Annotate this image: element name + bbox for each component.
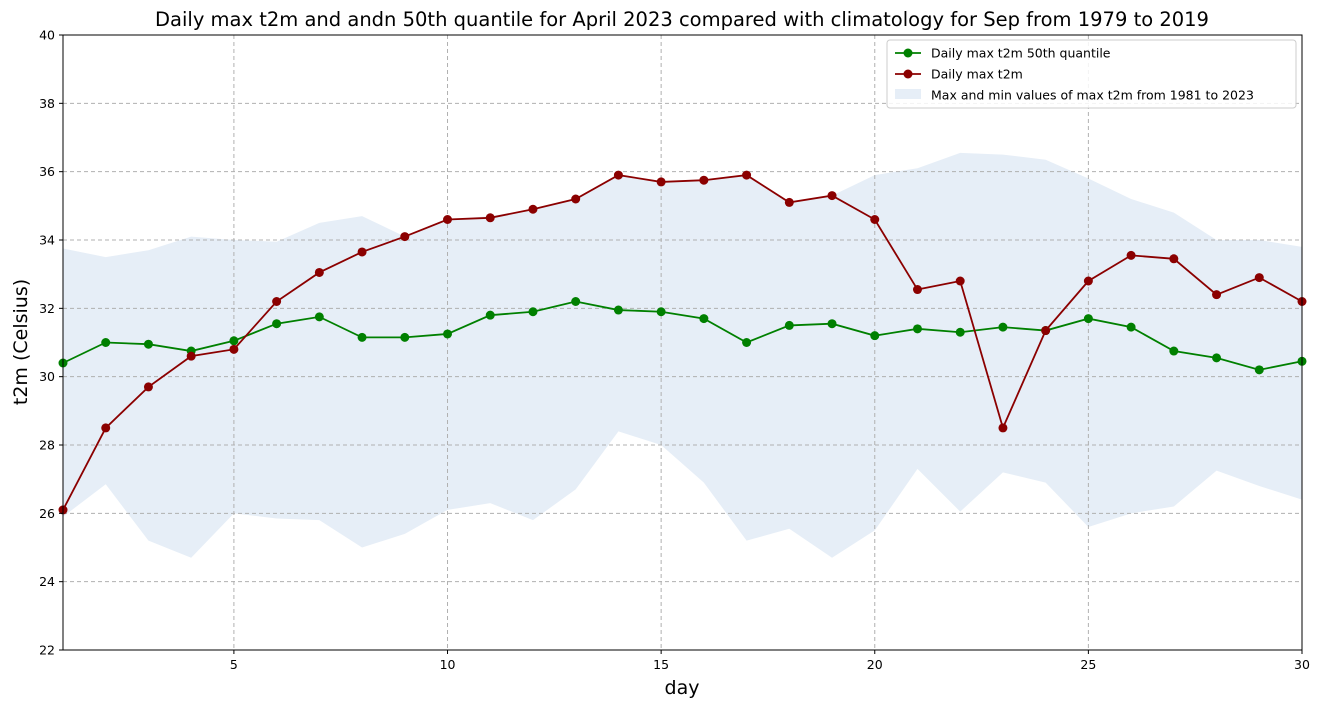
x-axis-label: day: [665, 677, 700, 699]
y-tick-label: 30: [39, 369, 55, 384]
band-layer: [63, 152, 1302, 558]
y-tick-label: 40: [39, 28, 55, 43]
series-0-point: [400, 332, 410, 342]
series-0-point: [613, 305, 623, 315]
legend-label-band: Max and min values of max t2m from 1981 …: [931, 88, 1254, 103]
series-0-point: [955, 327, 965, 337]
series-0-point: [656, 307, 666, 317]
series-1-point: [1169, 254, 1179, 264]
series-0-point: [1169, 346, 1179, 356]
series-0-point: [912, 324, 922, 334]
x-tick-label: 30: [1294, 657, 1310, 672]
series-1-point: [229, 344, 239, 354]
x-tick-label: 20: [867, 657, 883, 672]
series-1-point: [1083, 276, 1093, 286]
series-0-point: [528, 307, 538, 317]
series-0-point: [272, 319, 282, 329]
series-0-point: [1254, 365, 1264, 375]
series-1-point: [443, 215, 453, 224]
series-0-point: [571, 297, 581, 306]
x-tick-label: 25: [1080, 657, 1096, 672]
series-0-point: [357, 332, 367, 342]
series-1-point: [272, 297, 282, 306]
series-1-point: [699, 175, 709, 185]
series-1-point: [1041, 326, 1051, 336]
series-0-point: [1212, 353, 1222, 363]
legend-marker-series-0: [903, 48, 913, 58]
series-1-point: [314, 267, 324, 277]
series-0-point: [1083, 314, 1093, 324]
series-layer: [58, 170, 1307, 515]
y-axis-label: t2m (Celsius): [10, 279, 32, 405]
series-1-point: [656, 177, 666, 187]
x-tick-label: 15: [653, 657, 669, 672]
legend-box: [886, 39, 1297, 109]
series-0-point: [784, 320, 794, 330]
y-tick-label: 28: [39, 438, 55, 453]
series-0-point: [870, 331, 880, 341]
legend-label-series-0: Daily max t2m 50th quantile: [931, 46, 1111, 61]
y-tick-label: 26: [39, 506, 55, 521]
series-0-point: [485, 310, 495, 320]
series-0-point: [742, 338, 752, 347]
series-1-point: [400, 232, 410, 242]
series-1-point: [357, 247, 367, 257]
series-1-point: [485, 213, 495, 223]
legend: Daily max t2m 50th quantile Daily max t2…: [886, 39, 1297, 109]
series-1-point: [186, 351, 196, 361]
series-1-point: [870, 215, 880, 224]
series-0-point: [1126, 322, 1136, 332]
series-1-point: [955, 276, 965, 286]
series-1-point: [613, 170, 623, 180]
series-0-point: [998, 322, 1008, 332]
series-1-point: [912, 285, 922, 295]
x-tick-label: 5: [230, 657, 238, 672]
x-tick-label: 10: [440, 657, 456, 672]
chart-title: Daily max t2m and andn 50th quantile for…: [155, 8, 1209, 31]
series-1-point: [101, 423, 111, 433]
legend-label-series-1: Daily max t2m: [931, 67, 1023, 82]
series-1-point: [1126, 250, 1136, 260]
series-0-point: [443, 329, 453, 339]
series-1-point: [571, 194, 581, 204]
y-tick-label: 34: [39, 233, 55, 248]
legend-swatch-band: [895, 89, 921, 99]
y-tick-label: 38: [39, 96, 55, 111]
y-tick-label: 24: [39, 574, 55, 589]
series-0-point: [101, 338, 111, 347]
series-0-point: [143, 339, 153, 349]
plot-frame: [62, 34, 1303, 651]
series-0-point: [699, 314, 709, 324]
series-1-point: [528, 204, 538, 214]
series-1-point: [827, 191, 837, 201]
series-line-1: [62, 174, 1303, 511]
series-1-point: [998, 423, 1008, 433]
series-0-point: [827, 319, 837, 329]
y-tick-label: 22: [39, 643, 55, 658]
y-tick-label: 36: [39, 164, 55, 179]
series-1-point: [1212, 290, 1222, 300]
band-area: [63, 152, 1302, 558]
legend-marker-series-1: [903, 69, 913, 79]
series-1-point: [1254, 273, 1264, 283]
series-1-point: [143, 382, 153, 392]
series-0-point: [314, 312, 324, 322]
series-0-point: [229, 336, 239, 346]
series-1-point: [784, 197, 794, 207]
series-line-0: [62, 300, 1303, 371]
series-1-point: [742, 170, 752, 180]
y-tick-label: 32: [39, 301, 55, 316]
tick-layer: 5 10 15 20 25 30 22 24 26 28 30 32 34 36 38 40: [39, 28, 1310, 673]
